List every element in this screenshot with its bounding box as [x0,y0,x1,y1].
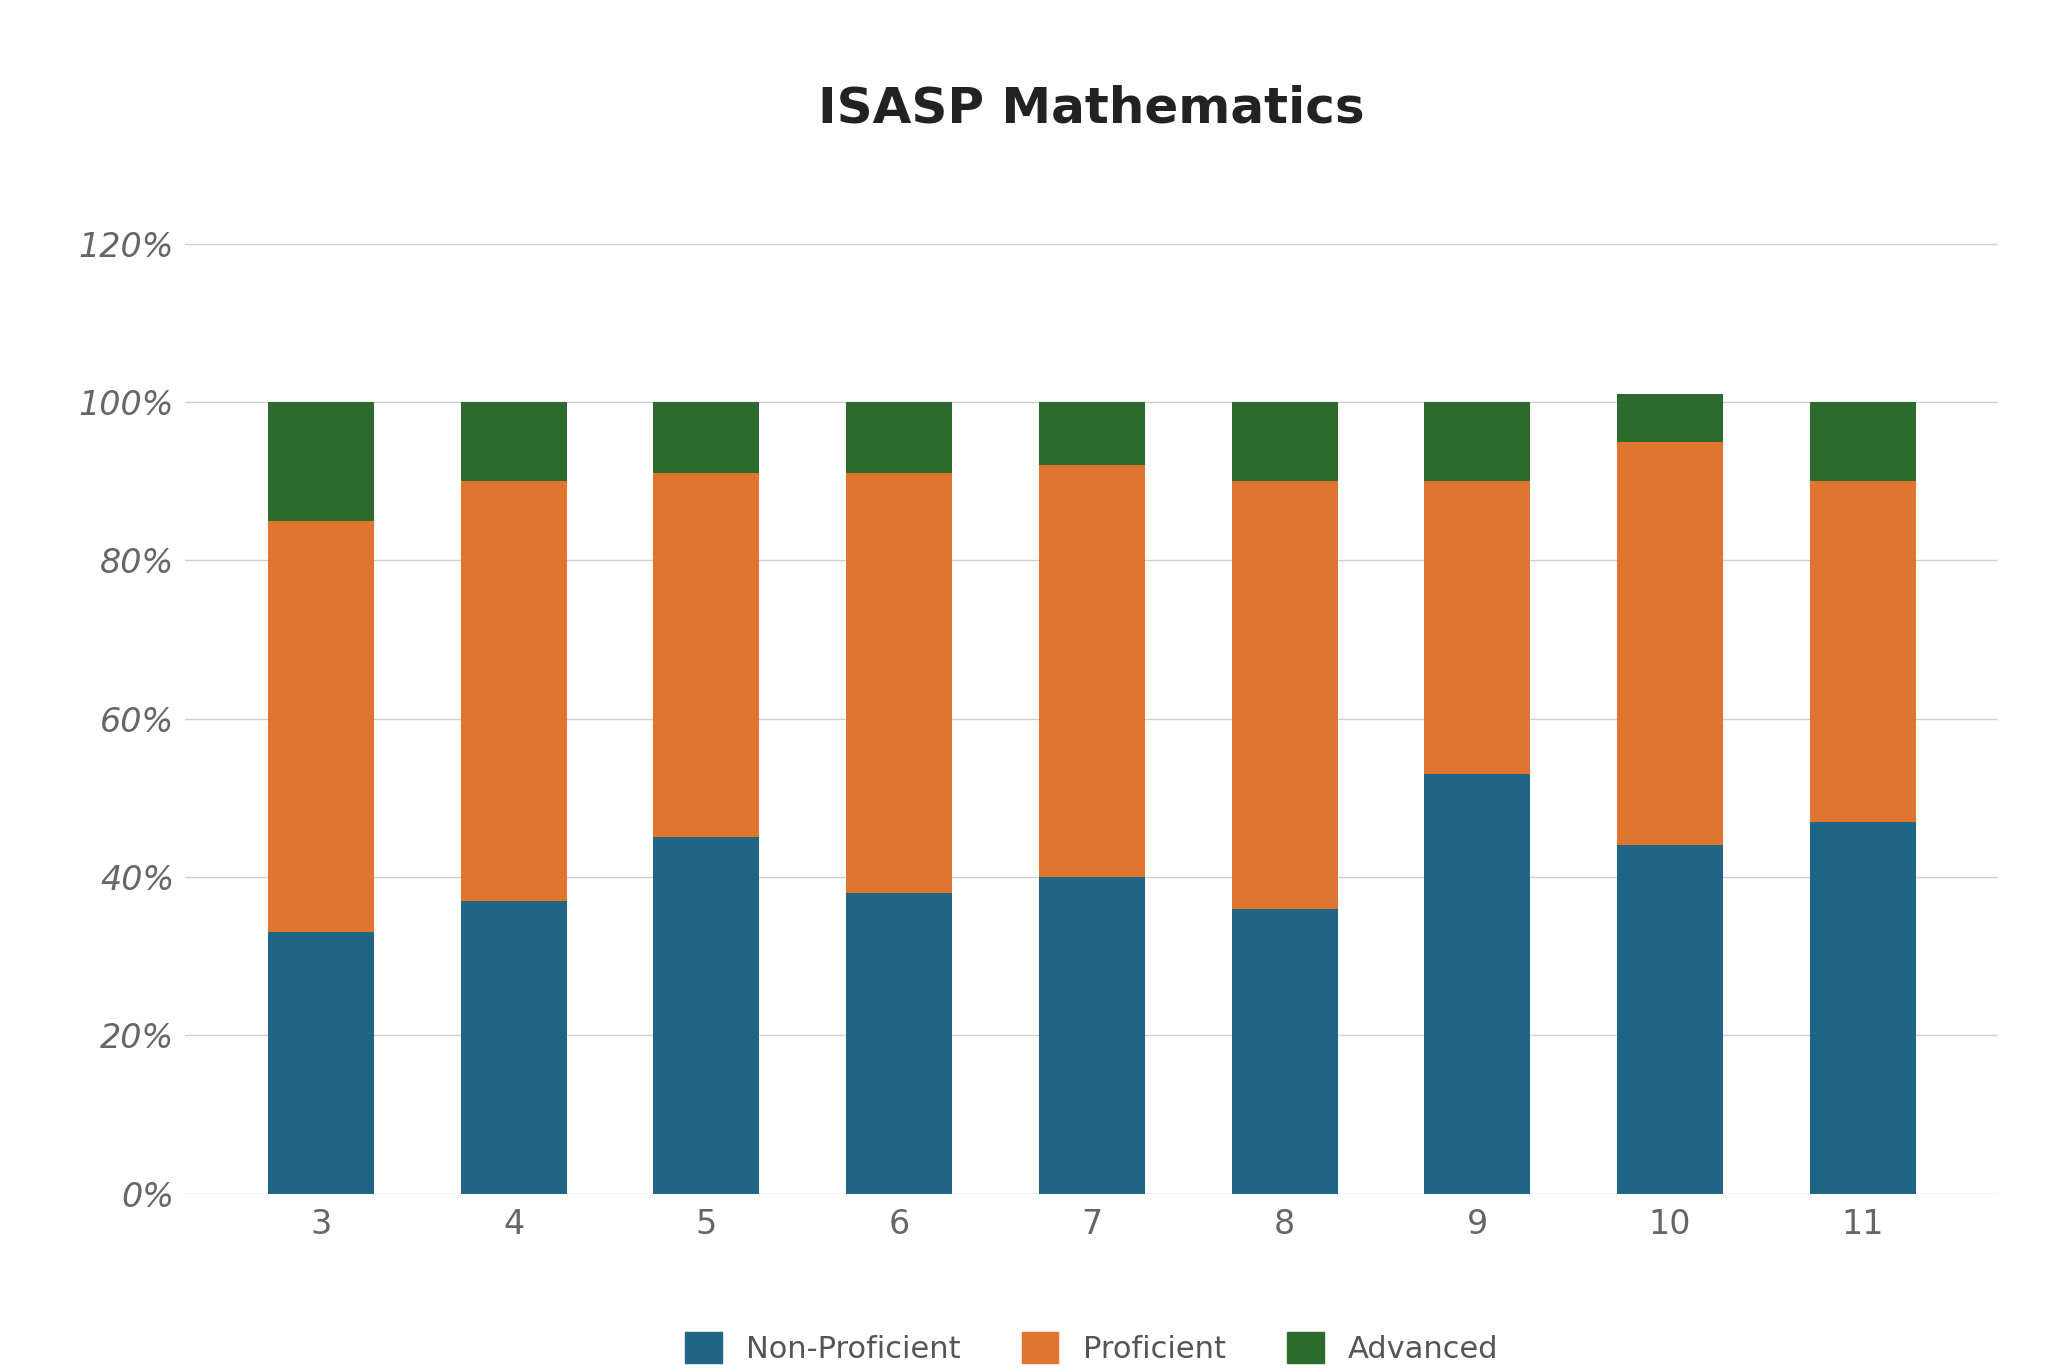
Bar [1038,402,1145,465]
Bar [847,893,952,1194]
Bar [1811,822,1916,1194]
Bar [1232,402,1337,482]
Bar [653,837,760,1194]
Bar [268,402,373,521]
Bar [1617,845,1722,1194]
Bar [461,482,566,901]
Bar [1811,482,1916,822]
Bar [1038,877,1145,1194]
Bar [653,402,760,473]
Bar [1232,482,1337,908]
Bar [1617,394,1722,442]
Bar [268,521,373,933]
Bar [461,402,566,482]
Bar [1423,482,1531,774]
Legend: Non-Proficient, Proficient, Advanced: Non-Proficient, Proficient, Advanced [686,1332,1498,1364]
Bar [461,901,566,1194]
Bar [653,473,760,837]
Bar [1617,442,1722,845]
Bar [1811,402,1916,482]
Bar [847,402,952,473]
Bar [268,933,373,1194]
Bar [847,473,952,893]
Bar [1038,465,1145,877]
Bar [1232,908,1337,1194]
Title: ISASP Mathematics: ISASP Mathematics [818,85,1366,133]
Bar [1423,402,1531,482]
Bar [1423,774,1531,1194]
